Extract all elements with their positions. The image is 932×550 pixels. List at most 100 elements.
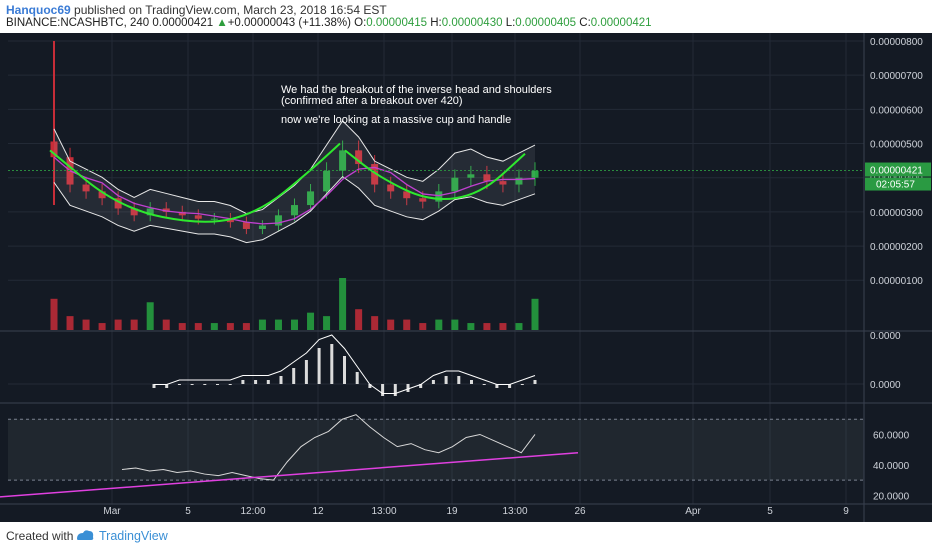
- volume-bar: [162, 319, 170, 330]
- x-axis-tick-label: 12:00: [240, 506, 265, 517]
- macd-histogram-bar: [254, 380, 258, 384]
- macd-histogram-bar: [419, 384, 423, 388]
- macd-histogram-bar: [292, 368, 296, 384]
- countdown-tag: [865, 177, 931, 191]
- volume-bar: [194, 323, 202, 330]
- symbol-label[interactable]: BINANCE:NCASHBTC, 240: [6, 17, 150, 29]
- tradingview-link[interactable]: TradingView: [99, 529, 168, 543]
- macd-histogram-bar: [431, 380, 435, 384]
- publish-line: Hanquoc69 published on TradingView.com, …: [6, 3, 387, 17]
- volume-bar: [371, 316, 379, 330]
- candle-body: [403, 191, 411, 199]
- x-axis-tick-label: 9: [843, 506, 849, 517]
- volume-bar: [242, 323, 250, 330]
- chart-background: [0, 33, 932, 522]
- low-value: 0.00000405: [515, 17, 577, 29]
- current-price-tag: [865, 162, 931, 177]
- volume-bar: [50, 298, 58, 330]
- moving-average-line: [53, 156, 536, 225]
- macd-histogram-bar: [203, 384, 207, 385]
- macd-histogram-bar: [470, 380, 473, 384]
- macd-histogram-bar: [216, 384, 219, 385]
- volume-bar: [66, 316, 74, 330]
- high-label: H:: [430, 17, 442, 29]
- close-label: C:: [579, 17, 591, 29]
- candle-body: [98, 191, 106, 199]
- candle-body: [467, 174, 475, 178]
- volume-bar: [114, 319, 122, 330]
- candle-body: [242, 222, 250, 229]
- chart-canvas[interactable]: 0.00000800 0.00000700 0.00000600 0.00000500…: [0, 33, 932, 522]
- published-text: published on TradingView.com, March 23, …: [74, 3, 387, 17]
- volume-bar: [146, 302, 154, 330]
- macd-histogram-bar: [279, 376, 283, 384]
- volume-bar: [403, 319, 411, 330]
- candle-body: [258, 225, 266, 229]
- footer: Created with TradingView: [0, 522, 932, 550]
- candle-body: [210, 218, 218, 220]
- author-link[interactable]: Hanquoc69: [6, 3, 71, 17]
- price-axis-tick-label: 0.00000300: [870, 208, 923, 219]
- volume-bar: [499, 323, 507, 330]
- volume-bar: [531, 298, 539, 330]
- volume-bar: [467, 323, 475, 330]
- ohlc-line: BINANCE:NCASHBTC, 240 0.00000421 ▲+0.000…: [6, 17, 652, 29]
- volume-bar: [307, 312, 315, 330]
- open-label: O:: [354, 17, 367, 29]
- candle-body: [419, 198, 427, 202]
- candle-body: [531, 170, 539, 178]
- x-axis-tick-label: 5: [185, 506, 191, 517]
- candle-body: [274, 215, 282, 226]
- price-axis-tick-label: 0.00000500: [870, 140, 923, 151]
- macd-histogram-bar: [368, 384, 372, 388]
- macd-histogram-bar: [190, 384, 194, 385]
- volume-bar: [274, 319, 282, 330]
- volume-bar: [291, 319, 298, 330]
- macd-histogram-bar: [482, 384, 486, 385]
- volume-bar: [515, 323, 523, 330]
- candle-body: [130, 208, 138, 216]
- low-label: L:: [505, 17, 516, 29]
- volume-bar: [435, 319, 443, 330]
- volume-bar: [387, 319, 395, 330]
- macd-axis-tick-label: 0.0000: [870, 331, 901, 342]
- candle-body: [226, 218, 234, 223]
- created-with-text: Created with: [6, 529, 74, 543]
- macd-line: [154, 334, 536, 394]
- macd-histogram-bar: [317, 348, 321, 384]
- candle-body: [162, 208, 170, 212]
- candle-body: [483, 174, 491, 182]
- rsi-line: [121, 414, 536, 481]
- price-pane: [8, 41, 864, 244]
- chart-area[interactable]: 0.00000800 0.00000700 0.00000600 0.00000500…: [0, 33, 932, 522]
- volume-bar: [258, 319, 266, 330]
- macd-histogram-bar: [330, 344, 334, 384]
- volume-bar: [355, 309, 363, 330]
- candle-body: [114, 198, 122, 209]
- volume-bar: [226, 323, 234, 330]
- high-value: 0.00000430: [441, 17, 503, 29]
- candle-body: [499, 181, 507, 185]
- macd-histogram-bar: [152, 384, 156, 388]
- annotation-line-1: We had the breakout of the inverse head …: [281, 84, 552, 96]
- x-axis-tick-label: Apr: [685, 506, 701, 517]
- annotation-line-3: now we're looking at a massive cup and h…: [281, 114, 511, 126]
- x-axis-tick-label: 13:00: [502, 506, 527, 517]
- volume-bar: [130, 319, 138, 330]
- rsi-axis-tick-label: 20.0000: [873, 491, 910, 502]
- change-arrow: ▲: [216, 17, 228, 29]
- handle-pattern-curve: [344, 149, 526, 200]
- macd-axis-tick-label: 0.0000: [870, 380, 901, 391]
- candle-body: [323, 170, 331, 192]
- macd-histogram-bar: [508, 384, 512, 388]
- volume-bar: [178, 323, 186, 330]
- macd-histogram-bar: [457, 376, 461, 384]
- volume-bar: [323, 316, 331, 330]
- candle-body: [178, 211, 186, 216]
- price-axis-tick-label: 0.00000700: [870, 71, 923, 82]
- macd-histogram-bar: [444, 376, 448, 384]
- candle-body: [371, 164, 379, 185]
- macd-histogram-bar: [266, 380, 270, 384]
- volume-bar: [419, 323, 427, 330]
- x-axis-tick-label: 13:00: [371, 506, 396, 517]
